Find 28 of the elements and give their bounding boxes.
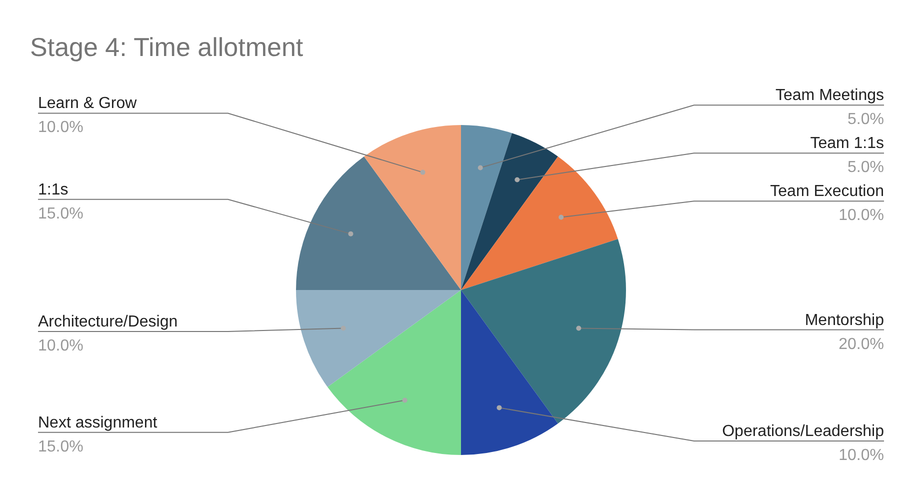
pie-slice (328, 290, 461, 455)
pie-slice (461, 133, 558, 290)
data-label: 10.0% (38, 338, 84, 355)
slice-label: Team Meetings (776, 87, 884, 104)
slice-label: Mentorship (804, 312, 884, 329)
pie-slice (364, 125, 461, 290)
slice-label: 1:1s (38, 181, 68, 198)
slice-label: Architecture/Design (38, 314, 178, 331)
chart-title: Stage 4: Time allotment (30, 32, 304, 62)
slice-label: Team 1:1s (810, 135, 884, 152)
slice-label: Next assignment (38, 414, 158, 432)
data-label: 5.0% (848, 111, 884, 128)
pie-slice (461, 156, 618, 290)
data-label: 15.0% (38, 438, 84, 456)
pie-slice (461, 290, 558, 455)
data-label: 10.0% (838, 207, 884, 224)
data-label: 10.0% (38, 119, 84, 136)
slice-label: Learn & Grow (38, 95, 138, 112)
slice-label: Operations/Leadership (722, 423, 884, 440)
data-label: 5.0% (848, 159, 884, 176)
data-label: 15.0% (38, 205, 84, 222)
pie-slice (461, 239, 626, 424)
data-label: 20.0% (838, 336, 884, 353)
pie-slice (296, 156, 461, 290)
data-label: 10.0% (838, 447, 884, 464)
slice-label: Team Execution (770, 183, 884, 200)
pie-slice (461, 125, 512, 290)
pie-slice (296, 290, 461, 387)
